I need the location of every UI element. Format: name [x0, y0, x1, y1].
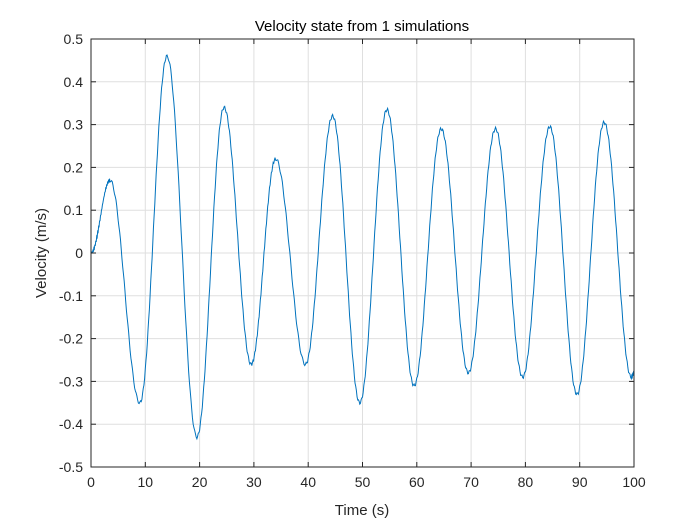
grid-lines — [90, 38, 635, 468]
x-tick-label: 60 — [409, 474, 425, 490]
y-axis-label: Velocity (m/s) — [33, 208, 50, 298]
y-tick-label: 0.1 — [64, 202, 84, 218]
x-tick-label: 50 — [355, 474, 371, 490]
ticks: 0 10 20 30 40 50 60 70 80 90 100 -0.5 -0.4 -0.3 -0.2 -0… — [59, 31, 646, 490]
y-tick-label: -0.2 — [59, 331, 83, 347]
x-axis-label: Time (s) — [335, 502, 389, 519]
y-tick-label: 0.4 — [64, 74, 84, 90]
y-tick-label: -0.5 — [59, 459, 83, 475]
x-tick-label: 70 — [463, 474, 479, 490]
x-tick-label: 80 — [518, 474, 534, 490]
series-layer — [90, 54, 635, 441]
y-tick-label: -0.1 — [59, 288, 83, 304]
y-tick-label: 0 — [75, 245, 83, 261]
y-tick-label: 0.5 — [64, 31, 84, 47]
x-tick-label: 100 — [622, 474, 646, 490]
x-tick-label: 0 — [87, 474, 95, 490]
series-line — [90, 54, 635, 441]
x-tick-label: 20 — [192, 474, 208, 490]
x-tick-label: 10 — [138, 474, 154, 490]
chart-title: Velocity state from 1 simulations — [255, 18, 469, 35]
x-tick-label: 40 — [300, 474, 316, 490]
x-tick-label: 90 — [572, 474, 588, 490]
x-tick-label: 30 — [246, 474, 262, 490]
y-tick-label: 0.3 — [64, 117, 84, 133]
y-tick-label: -0.4 — [59, 416, 83, 432]
y-tick-label: 0.2 — [64, 159, 84, 175]
y-tick-label: -0.3 — [59, 373, 83, 389]
